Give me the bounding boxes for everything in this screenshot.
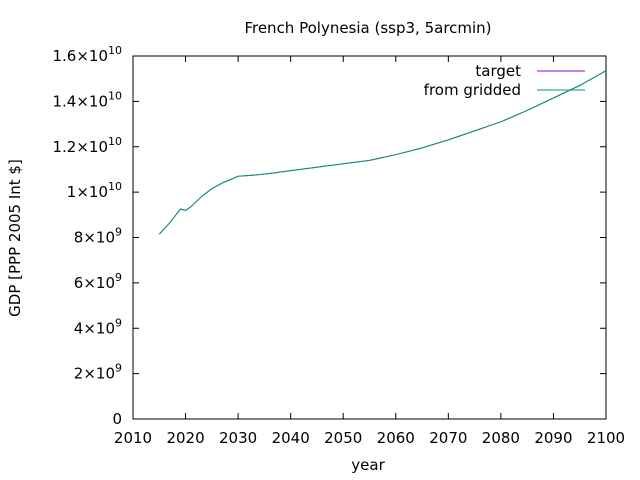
series-line-1 [158, 70, 607, 235]
y-axis: 0 2×109 4×109 6×109 8×109 1×1010 1.2×1010 1.4×1… [52, 44, 606, 428]
x-tick-label: 2050 [324, 429, 362, 447]
legend-label: from gridded [424, 81, 521, 99]
series-line-0 [158, 70, 607, 235]
y-tick-label: 1×1010 [67, 180, 122, 201]
y-axis-label: GDP [PPP 2005 Int $] [6, 159, 24, 317]
y-tick-label: 0 [112, 410, 122, 428]
series-layer [158, 70, 607, 235]
x-tick-label: 2060 [377, 429, 415, 447]
x-tick-label: 2100 [587, 429, 625, 447]
plot-area-frame [132, 55, 607, 420]
x-tick-label: 2030 [219, 429, 257, 447]
y-tick-label: 8×109 [74, 226, 122, 247]
x-axis: 2010 2020 2030 2040 2050 2060 2070 2080 2090 2100 [114, 56, 625, 447]
x-tick-label: 2090 [534, 429, 572, 447]
y-tick-label: 4×109 [74, 316, 122, 337]
y-tick-label: 1.4×1010 [52, 89, 122, 110]
x-tick-label: 2080 [482, 429, 520, 447]
x-tick-label: 2070 [429, 429, 467, 447]
x-tick-label: 2010 [114, 429, 152, 447]
y-tick-label: 1.2×1010 [52, 135, 122, 156]
x-tick-label: 2020 [166, 429, 204, 447]
x-tick-label: 2040 [272, 429, 310, 447]
y-tick-label: 2×109 [74, 362, 122, 383]
y-tick-label: 1.6×1010 [52, 44, 122, 65]
chart-title: French Polynesia (ssp3, 5arcmin) [244, 19, 491, 37]
y-tick-label: 6×109 [74, 271, 122, 292]
x-axis-label: year [351, 456, 385, 474]
legend-label: target [475, 62, 521, 80]
